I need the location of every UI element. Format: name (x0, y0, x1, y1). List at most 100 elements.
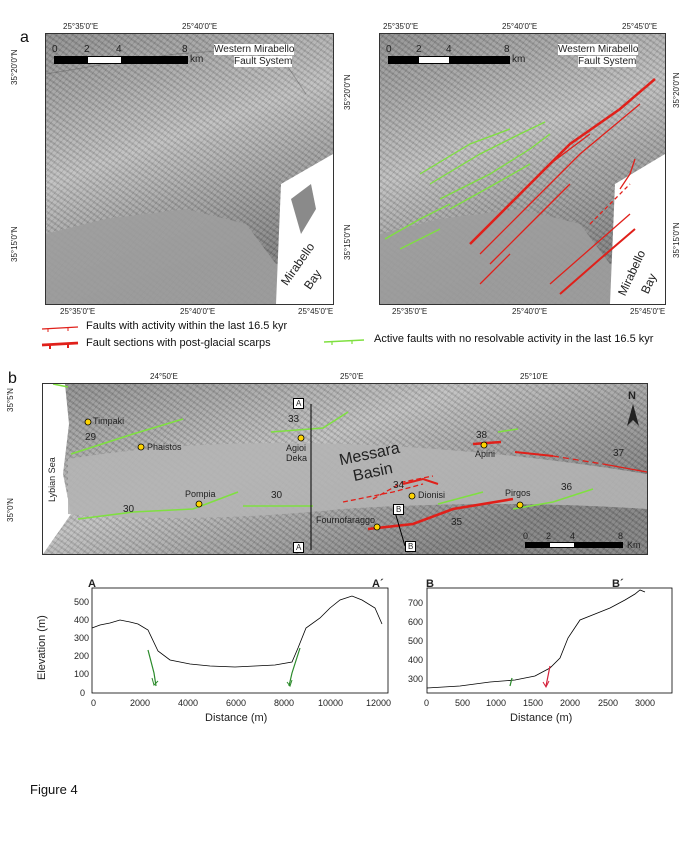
figure-caption: Figure 4 (30, 782, 78, 797)
lat-label: 35°15'0"N (10, 226, 19, 262)
profile-b-xtick: 2500 (598, 698, 619, 708)
lon-label: 25°35'0"E (60, 307, 96, 316)
profile-a-end: A´ (372, 578, 384, 590)
legend-thin-red-symbol (41, 326, 79, 332)
hillshade-map-left: 0 2 4 8 km Western Mirabello Fault Syste… (45, 33, 334, 305)
lat-label: 35°15'0"N (672, 222, 681, 258)
profile-b-ytick: 400 (408, 655, 424, 665)
scale-tick: 0 (523, 531, 529, 541)
fault-overlay (380, 78, 665, 304)
legend-thick-red-symbol (41, 341, 79, 349)
profile-a-start: A (88, 578, 96, 590)
fault-number: 33 (288, 414, 300, 425)
section-marker-b-top: B (393, 504, 405, 515)
lat-label: 35°20'0"N (343, 74, 352, 110)
scale-unit: km (190, 54, 204, 65)
profile-a-xtick: 12000 (366, 698, 392, 708)
lat-label: 35°0'N (6, 498, 15, 522)
lat-label: 35°20'0"N (672, 72, 681, 108)
terrain-overlay (46, 48, 333, 304)
scale-tick: 0 (386, 44, 392, 55)
legend-green-symbol (323, 339, 365, 345)
map-title: Fault System (578, 56, 637, 67)
profile-b-ytick: 300 (408, 674, 424, 684)
place-label: Deka (286, 453, 308, 463)
profile-a-ytick: 200 (74, 651, 90, 661)
profile-b-xlabel: Distance (m) (510, 712, 573, 724)
panel-b-letter: b (8, 370, 17, 387)
scale-tick: 4 (116, 44, 122, 55)
lon-label: 25°40'0"E (502, 22, 538, 31)
lon-label: 25°35'0"E (392, 307, 428, 316)
profile-a-ytick: 500 (74, 597, 90, 607)
map-title: Western Mirabello (214, 44, 295, 55)
place-label: Dionisi (418, 490, 446, 500)
profile-b-xtick: 1500 (523, 698, 544, 708)
fault-number: 29 (85, 432, 97, 443)
lat-label: 35°15'0"N (343, 224, 352, 260)
profile-b-end: B´ (612, 578, 624, 590)
profile-b-xtick: 1000 (486, 698, 507, 708)
lat-label: 35°5'N (6, 388, 15, 412)
scale-unit: Km (627, 540, 641, 550)
fault-number: 34 (393, 480, 405, 491)
scale-tick: 8 (504, 44, 510, 55)
lon-label: 25°10'E (520, 372, 548, 381)
fault-number: 38 (476, 430, 488, 441)
scale-tick: 2 (546, 531, 552, 541)
messara-basin-map: Timpaki Phaistos Agioi Deka Pompia Dioni… (42, 383, 648, 555)
profile-b-xtick: 3000 (635, 698, 656, 708)
profile-a-ytick: 400 (74, 615, 90, 625)
scale-tick: 4 (446, 44, 452, 55)
profile-b-chart (426, 587, 673, 694)
fault-number: 35 (451, 517, 463, 528)
place-label: Pompia (185, 489, 216, 499)
profile-b-ytick: 500 (408, 636, 424, 646)
section-marker-a-top: A (293, 398, 305, 409)
scale-tick: 2 (84, 44, 90, 55)
scale-tick: 4 (570, 531, 576, 541)
profile-a-chart (91, 587, 389, 694)
lon-label: 25°35'0"E (383, 22, 419, 31)
profile-a-xtick: 2000 (130, 698, 151, 708)
scale-bar (525, 542, 623, 548)
profile-a-ytick: 300 (74, 633, 90, 643)
lon-label: 25°0'E (340, 372, 364, 381)
profile-b-ytick: 600 (408, 617, 424, 627)
lon-label: 25°45'0"E (622, 22, 658, 31)
profile-a-ylabel: Elevation (m) (36, 615, 48, 680)
lon-label: 25°40'0"E (180, 307, 216, 316)
place-label: Agioi (286, 443, 307, 453)
profile-b-xtick: 2000 (560, 698, 581, 708)
profile-a-ytick: 0 (80, 688, 86, 698)
profile-a-xtick: 8000 (274, 698, 295, 708)
scale-tick: 2 (416, 44, 422, 55)
hillshade-map-right: 0 2 4 8 km Western Mirabello Fault Syste… (379, 33, 666, 305)
lon-label: 25°40'0"E (182, 22, 218, 31)
profile-b-start: B (426, 578, 434, 590)
place-label: Pirgos (505, 488, 531, 498)
profile-a-ytick: 100 (74, 669, 90, 679)
scale-tick: 0 (52, 44, 58, 55)
place-label: Phaistos (147, 442, 182, 452)
lon-label: 25°45'0"E (630, 307, 666, 316)
scale-unit: km (512, 54, 526, 65)
profile-b-ytick: 700 (408, 598, 424, 608)
section-marker-b-bottom: B (405, 541, 417, 552)
panel-a-letter: a (20, 29, 29, 46)
sea-label: Lybian Sea (47, 457, 57, 502)
lon-label: 24°50'E (150, 372, 178, 381)
messara-overlay (43, 384, 647, 554)
place-label: Fournofaraggo (316, 515, 376, 525)
legend-thick-red-label: Fault sections with post-glacial scarps (86, 337, 271, 349)
place-label: Timpaki (93, 416, 125, 426)
profile-a-xtick: 0 (91, 698, 97, 708)
place-label: Apini (475, 449, 496, 459)
fault-number: 30 (123, 504, 135, 515)
scale-bar (54, 56, 188, 64)
section-marker-a-bottom: A (293, 542, 305, 553)
profile-a-xtick: 4000 (178, 698, 199, 708)
profile-a-xtick: 10000 (318, 698, 344, 708)
scale-bar (388, 56, 510, 64)
profile-a-xtick: 6000 (226, 698, 247, 708)
